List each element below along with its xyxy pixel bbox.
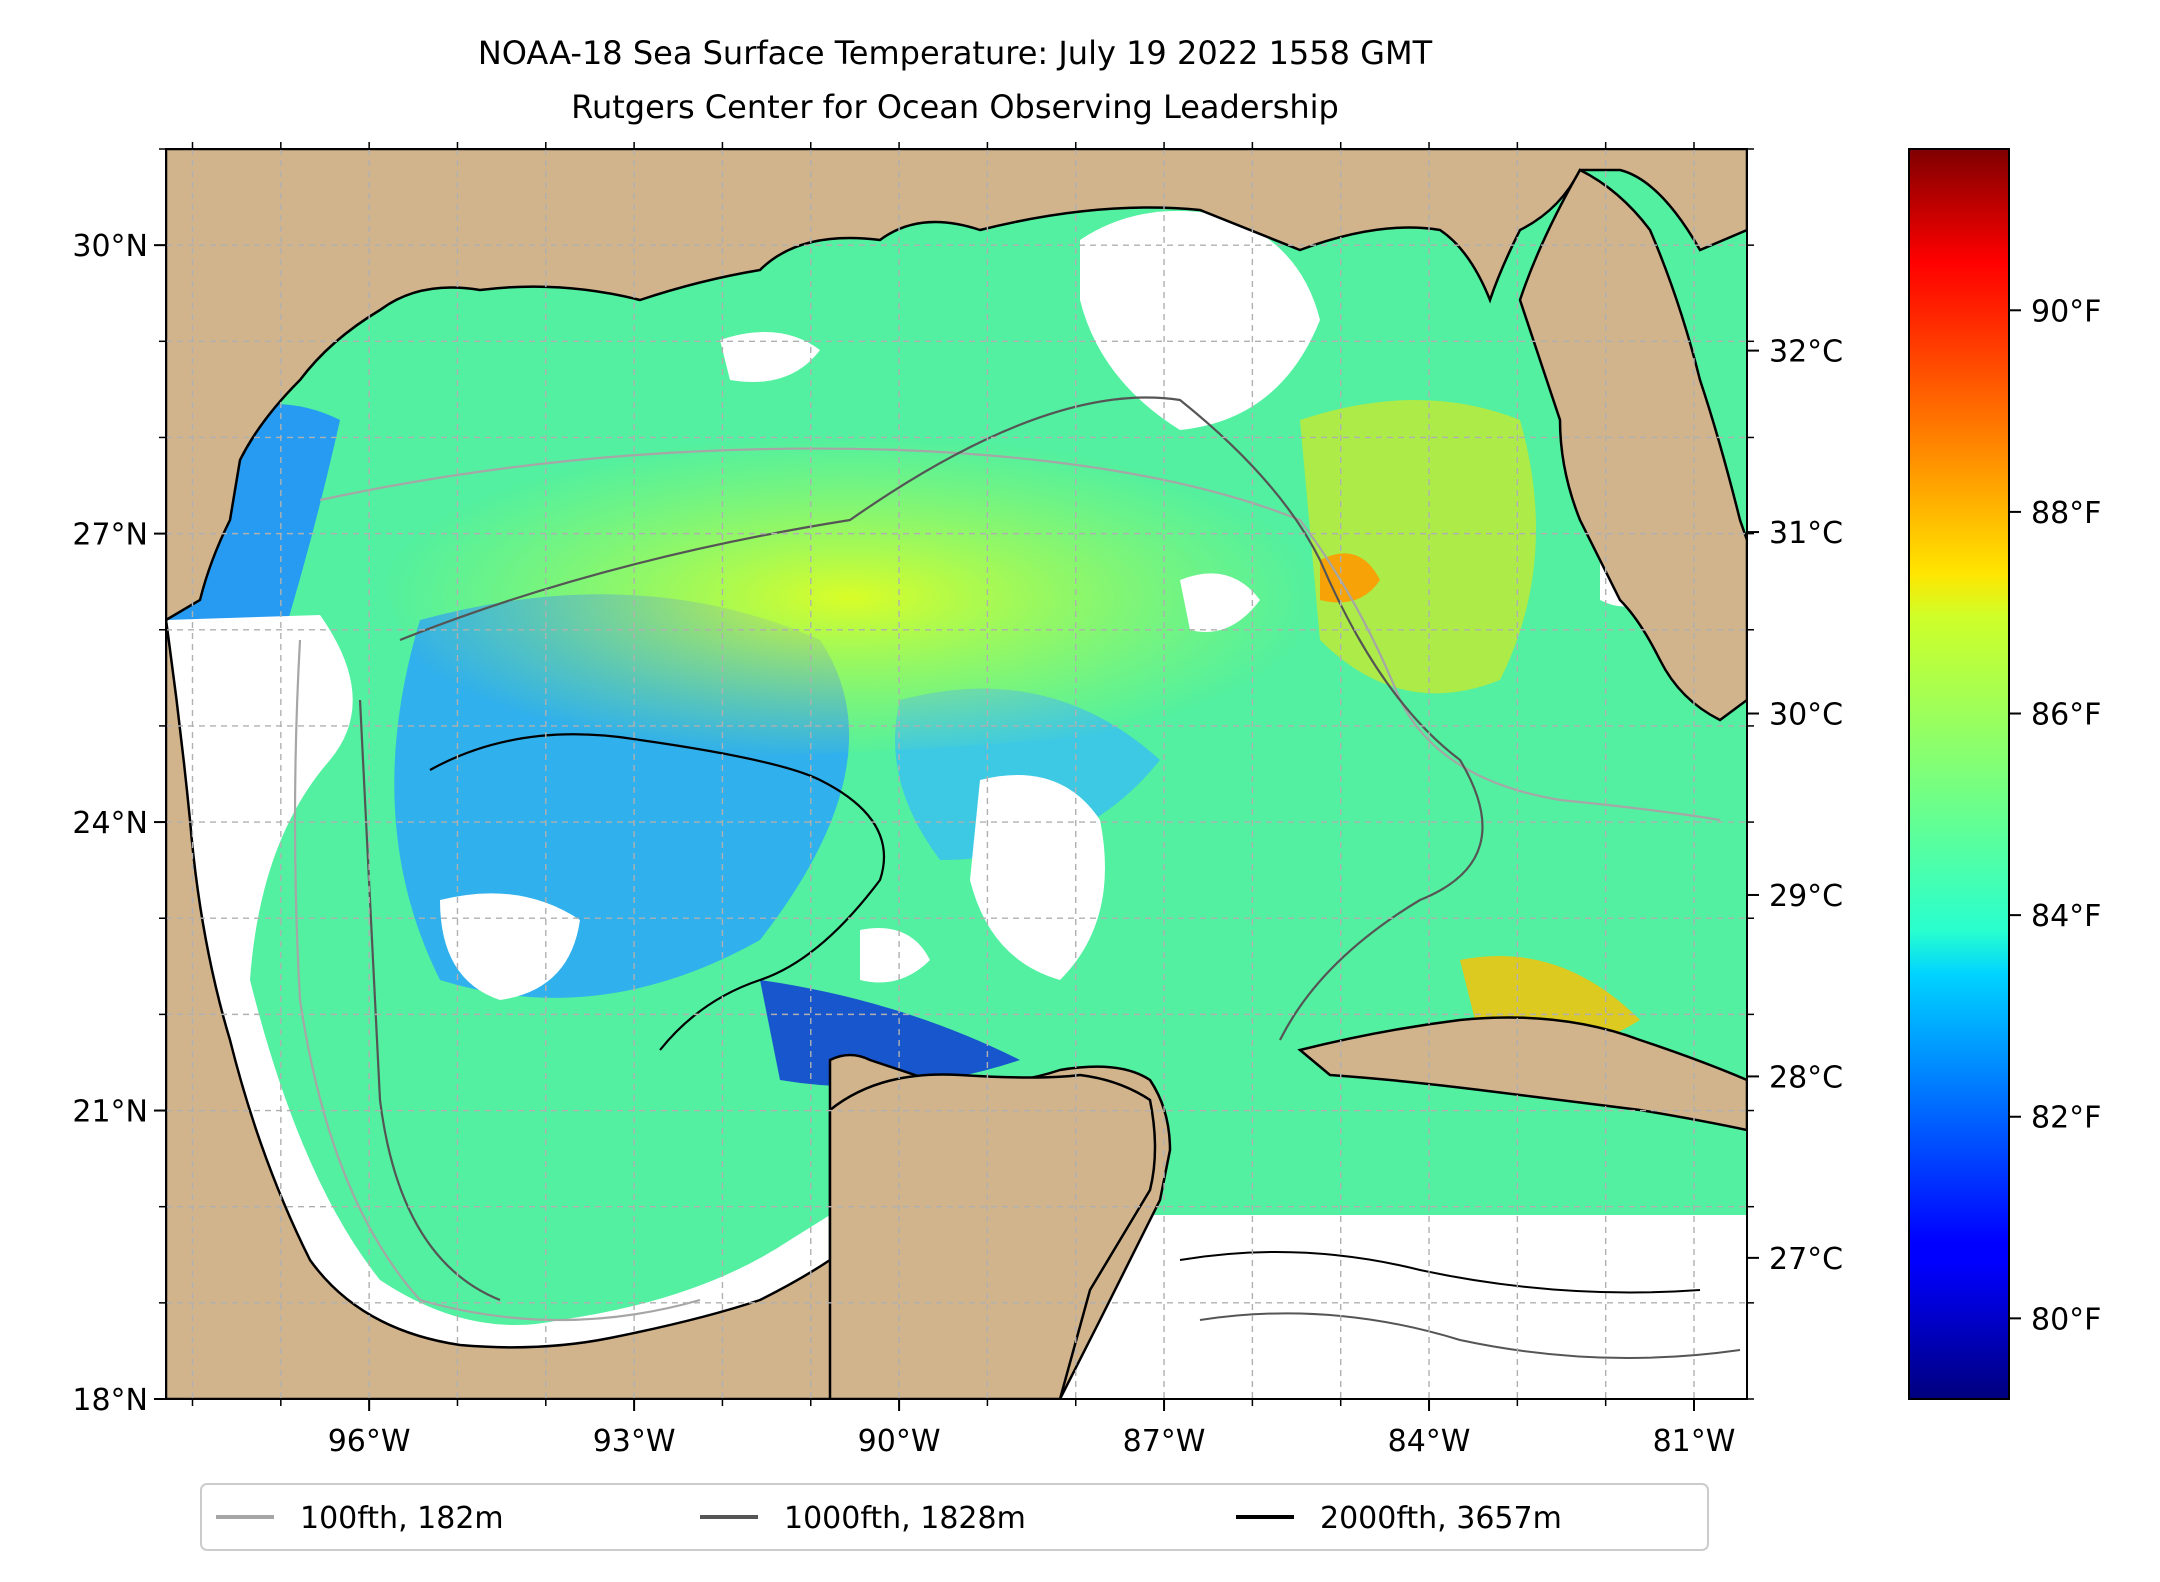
bathymetry-contours: [293, 396, 1741, 1359]
y-axis: 30°N 27°N 24°N 21°N 18°N: [72, 148, 1754, 1418]
map-frame: [165, 148, 1748, 1400]
y-tick-label: 24°N: [72, 806, 148, 841]
contour-2000fth: [429, 733, 885, 1051]
y-tick-label: 18°N: [72, 1383, 148, 1418]
campeche-cool-patch: [760, 980, 1020, 1087]
colorbar-c-label: 31°C: [1769, 516, 1843, 551]
colorbar-fahrenheit-axis: 90°F 88°F 86°F 84°F 82°F 80°F: [2009, 294, 2101, 1337]
colorbar-celsius-axis: 32°C 31°C 30°C 29°C 28°C 27°C: [1747, 335, 1843, 1277]
sst-map: [166, 149, 1747, 1399]
colorbar-c-label: 30°C: [1769, 698, 1843, 733]
cuba: [1297, 1016, 1747, 1132]
contour-100fth: [319, 447, 1721, 822]
contour-1000fth-caribbean: [1199, 1312, 1741, 1359]
florida-peninsula: [1518, 168, 1747, 722]
y-tick-label: 30°N: [72, 229, 148, 264]
contour-1000fth-west: [358, 699, 501, 1302]
warm-spot: [1320, 553, 1380, 603]
legend-label: 2000fth, 3657m: [1320, 1501, 1562, 1536]
x-tick-label: 96°W: [328, 1424, 411, 1459]
contour-100fth-west: [293, 639, 701, 1322]
land-masses: [166, 149, 1747, 1399]
x-tick-label: 93°W: [593, 1424, 676, 1459]
x-tick-label: 87°W: [1123, 1424, 1206, 1459]
x-tick-label: 81°W: [1653, 1424, 1736, 1459]
contour-1000fth: [399, 396, 1484, 1041]
colorbar-c-label: 29°C: [1769, 879, 1843, 914]
legend-label: 1000fth, 1828m: [784, 1501, 1026, 1536]
us-gulf-coast: [166, 149, 1747, 622]
x-tick-label: 90°W: [858, 1424, 941, 1459]
legend-box: [200, 1483, 1709, 1551]
y-tick-label: 21°N: [72, 1095, 148, 1130]
colorbar-f-label: 82°F: [2031, 1101, 2101, 1136]
yucatan-peninsula: [828, 1073, 1157, 1399]
colorbar-f-label: 88°F: [2031, 496, 2101, 531]
colorbar-c-label: 28°C: [1769, 1060, 1843, 1095]
colorbar-f-label: 90°F: [2031, 294, 2101, 329]
chart-title: NOAA-18 Sea Surface Temperature: July 19…: [477, 34, 1433, 72]
colorbar-f-label: 86°F: [2031, 698, 2101, 733]
x-tick-label: 84°W: [1388, 1424, 1471, 1459]
x-axis: 96°W 93°W 90°W 87°W 84°W 81°W: [191, 142, 1736, 1459]
colorbar: [1908, 148, 2010, 1400]
eastern-warm-patch: [1300, 400, 1536, 694]
chart-subtitle: Rutgers Center for Ocean Observing Leade…: [571, 88, 1339, 126]
loop-current-warm-band: [377, 434, 1323, 760]
y-tick-label: 27°N: [72, 518, 148, 553]
colorbar-f-label: 80°F: [2031, 1302, 2101, 1337]
legend-label: 100fth, 182m: [300, 1501, 504, 1536]
legend: 100fth, 182m 1000fth, 1828m 2000fth, 3657m: [200, 1483, 1709, 1551]
colorbar-c-label: 27°C: [1769, 1242, 1843, 1277]
colorbar-f-label: 84°F: [2031, 899, 2101, 934]
colorbar-c-label: 32°C: [1769, 335, 1843, 370]
contour-2000fth-caribbean: [1179, 1251, 1701, 1294]
